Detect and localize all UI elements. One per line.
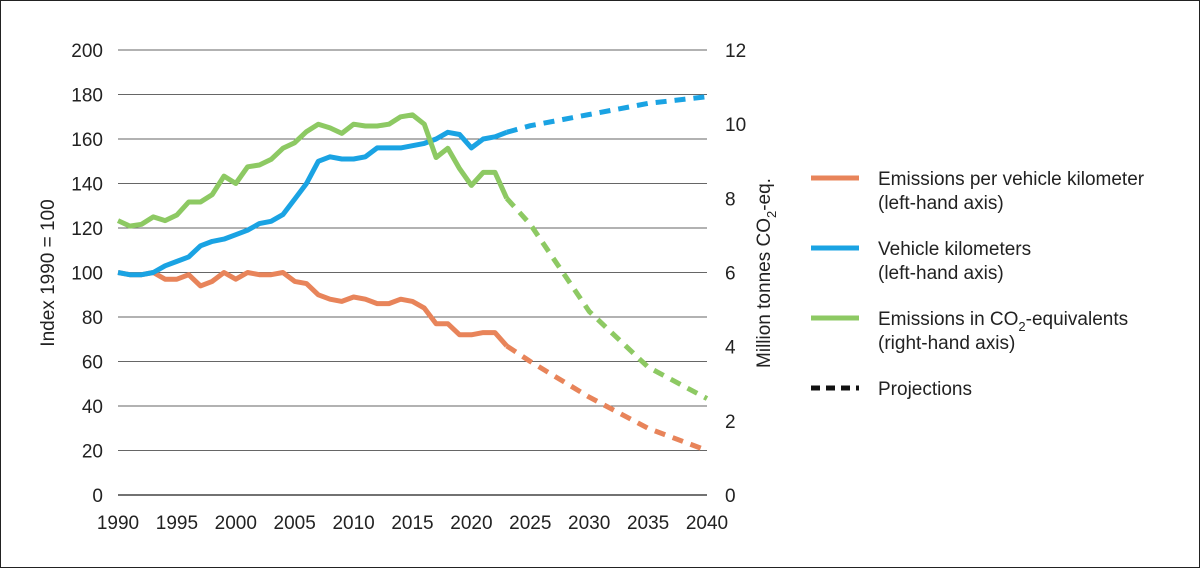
x-axis-ticks: 1990 1995 2000 2005 2010 2015 2020 2025 2030 2035… — [97, 513, 728, 534]
left-axis-tick-label: 20 — [82, 442, 103, 463]
legend-label-emissions-per-km: Emissions per vehicle kilometer — [878, 169, 1145, 190]
x-axis-tick-label: 2015 — [391, 513, 433, 534]
legend-label-emissions-co2-part-3: -equivalents — [1026, 309, 1128, 330]
series-lines — [116, 94, 709, 453]
projection-line-emissions_co2 — [504, 196, 709, 401]
legend-sublabel-emissions-co2: (right-hand axis) — [878, 333, 1015, 354]
left-axis-tick-label: 200 — [71, 41, 103, 62]
legend-sublabel-emissions-per-km: (left-hand axis) — [878, 193, 1004, 214]
left-axis-ticks: 0 20 40 60 80 100 120 140 160 180 200 — [71, 41, 103, 507]
right-axis-tick-label: 12 — [725, 41, 746, 62]
right-axis-ticks: 0 2 4 6 8 10 12 — [725, 41, 746, 507]
right-axis-tick-label: 6 — [725, 264, 736, 285]
right-axis-title-subscript: 2 — [764, 211, 779, 218]
series-line-emissions_co2 — [116, 112, 509, 229]
right-axis-title-part-3: -eq. — [754, 178, 775, 211]
left-axis-tick-label: 160 — [71, 130, 103, 151]
series-line-vehicle_km — [117, 129, 508, 278]
left-axis-tick-label: 80 — [82, 308, 103, 329]
legend-label-emissions-co2-part-1: Emissions in CO — [878, 309, 1018, 330]
gridlines — [118, 49, 707, 496]
left-axis-tick-label: 180 — [71, 86, 103, 107]
legend-sublabel-vehicle-km: (left-hand axis) — [878, 263, 1004, 284]
right-axis-tick-label: 4 — [725, 338, 736, 359]
legend: Emissions per vehicle kilometer (left-ha… — [811, 169, 1145, 400]
left-axis-title: Index 1990 = 100 — [38, 199, 59, 346]
right-axis-tick-label: 10 — [725, 115, 746, 136]
x-axis-tick-label: 2005 — [274, 513, 316, 534]
legend-label-emissions-co2: Emissions in CO2-equivalents — [878, 309, 1128, 334]
x-axis-tick-label: 1995 — [156, 513, 198, 534]
left-axis-tick-label: 100 — [71, 264, 103, 285]
projection-line-vehicle_km — [506, 94, 708, 135]
series-line-emissions_per_km — [117, 270, 509, 348]
left-axis-tick-label: 140 — [71, 175, 103, 196]
right-axis-tick-label: 8 — [725, 189, 736, 210]
right-axis-tick-label: 2 — [725, 412, 736, 433]
right-axis-title-part-1: Million tonnes CO — [754, 218, 775, 368]
x-axis-tick-label: 2020 — [450, 513, 492, 534]
x-axis-tick-label: 2040 — [686, 513, 728, 534]
left-axis-tick-label: 60 — [82, 353, 103, 374]
left-axis-tick-label: 40 — [82, 397, 103, 418]
legend-label-vehicle-km: Vehicle kilometers — [878, 239, 1031, 260]
x-axis-tick-label: 1990 — [97, 513, 139, 534]
legend-label-emissions-co2-subscript: 2 — [1018, 319, 1025, 334]
x-axis-tick-label: 2025 — [509, 513, 551, 534]
right-axis-tick-label: 0 — [725, 486, 736, 507]
x-axis-tick-label: 2035 — [627, 513, 669, 534]
legend-label-projections: Projections — [878, 379, 972, 400]
projection-line-emissions_per_km — [505, 343, 708, 453]
left-axis-tick-label: 0 — [92, 486, 103, 507]
x-axis-tick-label: 2010 — [332, 513, 374, 534]
x-axis-tick-label: 2030 — [568, 513, 610, 534]
x-axis-tick-label: 2000 — [215, 513, 257, 534]
right-axis-title: Million tonnes CO2-eq. — [754, 178, 779, 368]
left-axis-tick-label: 120 — [71, 219, 103, 240]
